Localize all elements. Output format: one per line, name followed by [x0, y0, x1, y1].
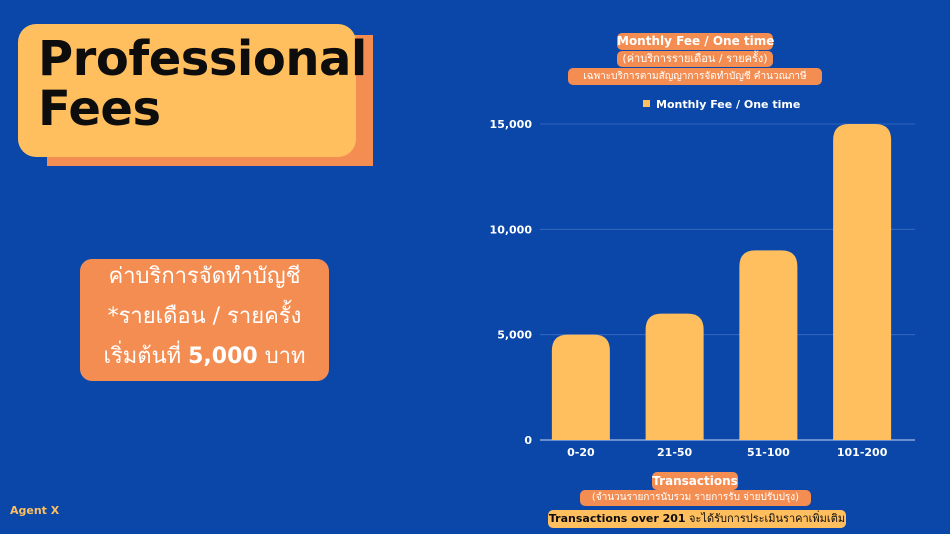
y-tick-label: 5,000: [497, 329, 532, 342]
page-title: Professional Fees: [38, 31, 367, 137]
pricing-line2: *รายเดือน / รายครั้ง: [107, 304, 302, 329]
page-title-line2: Fees: [38, 81, 161, 137]
y-tick-label: 10,000: [490, 223, 533, 236]
legend-swatch: [643, 100, 650, 107]
x-axis-sublabel: (จำนวนรายการนับรวม รายการรับ จ่ายปรับปรุ…: [580, 490, 811, 506]
bar-0-20: [551, 334, 610, 440]
pricing-prefix: เริ่มต้นที่: [103, 344, 189, 369]
pricing-amount: 5,000: [188, 344, 258, 369]
legend-label: Monthly Fee / One time: [656, 98, 801, 111]
x-tick-label: 101-200: [837, 446, 888, 459]
title-card: [18, 24, 356, 157]
x-tick-label: 51-100: [747, 446, 790, 459]
chart-legend: Monthly Fee / One time: [643, 98, 800, 111]
pricing-box: [80, 259, 329, 381]
y-tick-label: 15,000: [490, 118, 533, 131]
chart-title: Monthly Fee / One time: [617, 33, 775, 50]
chart-note: เฉพาะบริการตามสัญญาการจัดทำบัญชี คำนวณภา…: [568, 68, 822, 85]
bar-51-100: [739, 250, 798, 440]
pricing-suffix: บาท: [257, 344, 306, 369]
x-tick-label: 21-50: [657, 446, 693, 459]
pricing-line1: ค่าบริการจัดทำบัญชี: [108, 264, 301, 289]
x-tick-label: 0-20: [567, 446, 595, 459]
pricing-line3: เริ่มต้นที่ 5,000 บาท: [80, 342, 329, 372]
brand-label: Agent X: [10, 504, 60, 517]
bar-101-200: [833, 124, 892, 440]
transactions-note: Transactions over 201 จะได้รับการประเมิน…: [548, 510, 846, 528]
chart-subtitle: (ค่าบริการรายเดือน / รายครั้ง): [617, 51, 773, 67]
page-title-line1: Professional: [38, 31, 367, 87]
bar-21-50: [645, 313, 704, 440]
transactions-note-bold: Transactions over 201: [548, 512, 686, 525]
y-tick-label: 0: [524, 434, 532, 447]
x-axis-label: Transactions: [652, 472, 738, 490]
transactions-note-rest: จะได้รับการประเมินราคาเพิ่มเติม: [685, 512, 846, 525]
